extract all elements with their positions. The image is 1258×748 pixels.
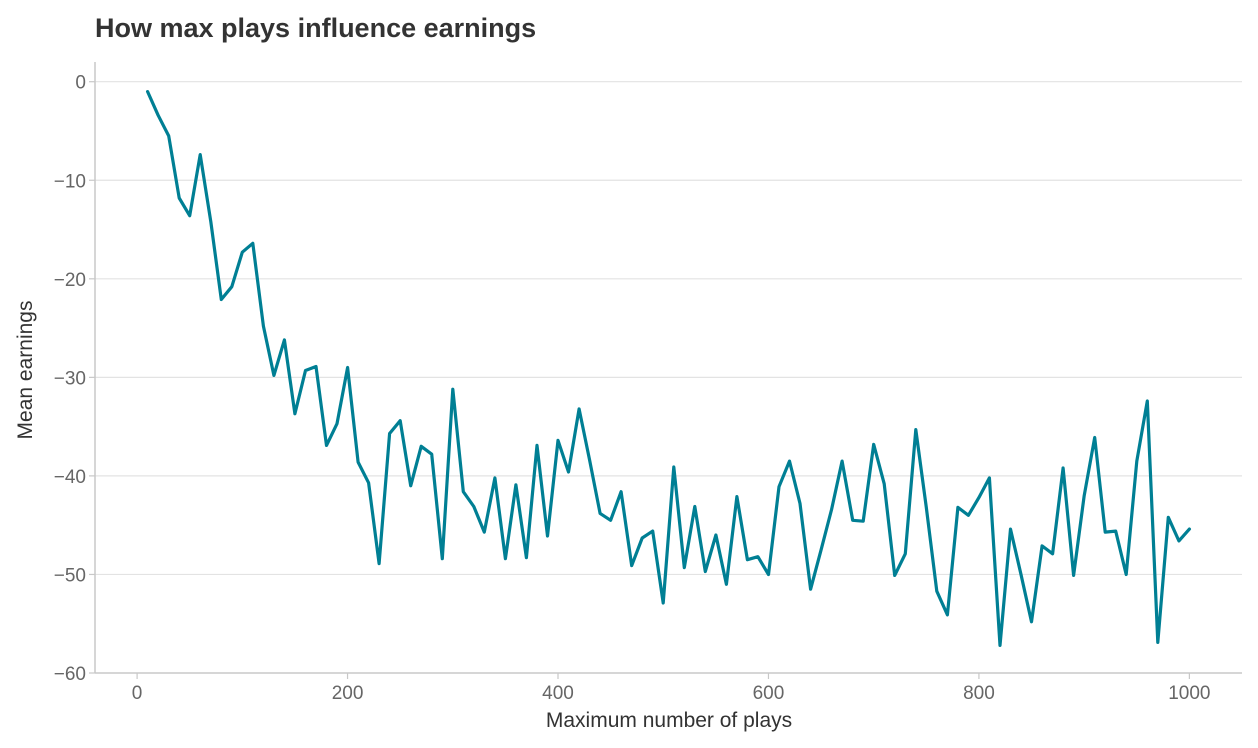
y-axis-label: Mean earnings <box>14 301 37 440</box>
y-tick-label: −30 <box>54 368 86 389</box>
y-tick-label: −40 <box>54 467 86 488</box>
y-tick-label: −60 <box>54 664 86 685</box>
x-tick-label: 600 <box>753 683 785 704</box>
y-tick-label: 0 <box>75 73 86 94</box>
y-tick-label: −20 <box>54 270 86 291</box>
x-tick-label: 400 <box>542 683 574 704</box>
chart-title: How max plays influence earnings <box>95 13 536 43</box>
x-tick-label: 800 <box>963 683 995 704</box>
gridlines <box>95 81 1242 576</box>
y-tick-label: −50 <box>54 565 86 586</box>
x-tick-label: 200 <box>332 683 364 704</box>
x-axis-label: Maximum number of plays <box>546 709 792 732</box>
series <box>146 89 1192 648</box>
y-axis-ticks: 0 −10 −20 −30 −40 −50 −60 <box>54 73 95 685</box>
x-tick-label: 0 <box>132 683 143 704</box>
x-axis-ticks: 0 200 400 600 800 1000 <box>132 673 1211 704</box>
axes <box>94 62 1242 674</box>
series-line <box>146 89 1192 648</box>
x-tick-label: 1000 <box>1168 683 1210 704</box>
y-tick-label: −10 <box>54 171 86 192</box>
